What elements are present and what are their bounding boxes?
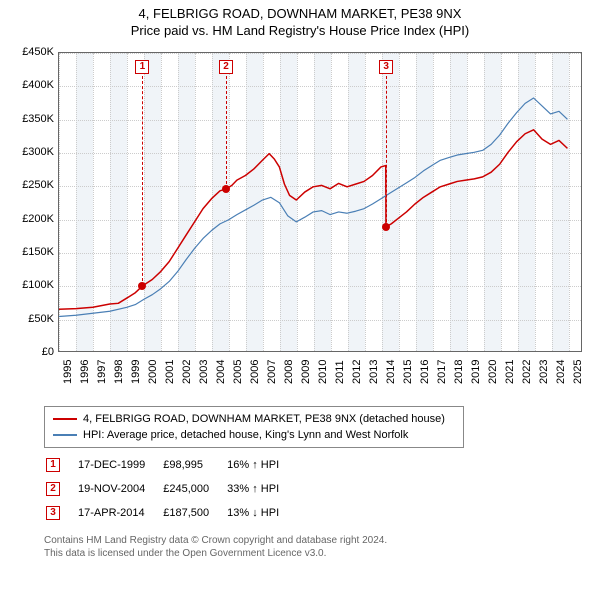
chart-svg [59,53,581,351]
xtick-label: 2009 [300,360,312,384]
ytick-label: £50K [4,313,54,325]
xtick-label: 1996 [79,360,91,384]
sales-row: 2 19-NOV-2004 £245,000 33% ↑ HPI [46,478,295,500]
legend-row-hpi: HPI: Average price, detached house, King… [53,427,455,443]
xtick-label: 2007 [266,360,278,384]
xtick-label: 2003 [198,360,210,384]
sale-index-3: 3 [46,506,60,520]
sale-delta: 16% ↑ HPI [227,454,295,476]
legend-label-property: 4, FELBRIGG ROAD, DOWNHAM MARKET, PE38 9… [83,413,445,425]
sale-date: 17-DEC-1999 [78,454,161,476]
chart-container: £0£50K£100K£150K£200K£250K£300K£350K£400… [10,46,590,398]
xtick-label: 2021 [504,360,516,384]
ytick-label: £450K [4,46,54,58]
xtick-label: 2014 [385,360,397,384]
series-line-property [59,130,567,309]
ytick-label: £350K [4,113,54,125]
legend-label-hpi: HPI: Average price, detached house, King… [83,429,408,441]
ytick-label: £150K [4,246,54,258]
xtick-label: 1997 [96,360,108,384]
xtick-label: 2015 [402,360,414,384]
xtick-label: 2004 [215,360,227,384]
sale-date: 19-NOV-2004 [78,478,161,500]
xtick-label: 2002 [181,360,193,384]
sales-table: 1 17-DEC-1999 £98,995 16% ↑ HPI 2 19-NOV… [44,452,297,526]
xtick-label: 2017 [436,360,448,384]
sale-index-2: 2 [46,482,60,496]
legend-row-property: 4, FELBRIGG ROAD, DOWNHAM MARKET, PE38 9… [53,411,455,427]
series-line-hpi [59,98,567,317]
sale-marker-box-3: 3 [379,60,393,74]
sale-index-1: 1 [46,458,60,472]
xtick-label: 2018 [453,360,465,384]
ytick-label: £100K [4,279,54,291]
sale-marker-dot-3 [382,223,390,231]
xtick-label: 2023 [538,360,550,384]
xtick-label: 2000 [147,360,159,384]
xtick-label: 2008 [283,360,295,384]
xtick-label: 2022 [521,360,533,384]
footer-attribution: Contains HM Land Registry data © Crown c… [44,534,387,560]
xtick-label: 2013 [368,360,380,384]
sale-delta: 13% ↓ HPI [227,502,295,524]
footer-line1: Contains HM Land Registry data © Crown c… [44,534,387,547]
legend-swatch-property [53,418,77,420]
xtick-label: 2010 [317,360,329,384]
chart-title-line2: Price paid vs. HM Land Registry's House … [0,23,600,38]
sale-price: £98,995 [163,454,225,476]
xtick-label: 2016 [419,360,431,384]
plot-area [58,52,582,352]
xtick-label: 2012 [351,360,363,384]
sale-date: 17-APR-2014 [78,502,161,524]
ytick-label: £300K [4,146,54,158]
sale-marker-line-1 [142,76,143,286]
sale-marker-box-1: 1 [135,60,149,74]
xtick-label: 1998 [113,360,125,384]
ytick-label: £400K [4,79,54,91]
ytick-label: £250K [4,179,54,191]
xtick-label: 1999 [130,360,142,384]
chart-title-line1: 4, FELBRIGG ROAD, DOWNHAM MARKET, PE38 9… [0,6,600,21]
sale-marker-line-2 [226,76,227,189]
xtick-label: 2025 [572,360,584,384]
footer-line2: This data is licensed under the Open Gov… [44,547,387,560]
sale-marker-dot-1 [138,282,146,290]
xtick-label: 2019 [470,360,482,384]
xtick-label: 2011 [334,360,346,384]
xtick-label: 1995 [62,360,74,384]
sale-price: £187,500 [163,502,225,524]
sale-delta: 33% ↑ HPI [227,478,295,500]
sale-marker-dot-2 [222,185,230,193]
xtick-label: 2006 [249,360,261,384]
xtick-label: 2024 [555,360,567,384]
ytick-label: £200K [4,213,54,225]
legend-swatch-hpi [53,434,77,436]
sales-row: 3 17-APR-2014 £187,500 13% ↓ HPI [46,502,295,524]
xtick-label: 2001 [164,360,176,384]
sales-row: 1 17-DEC-1999 £98,995 16% ↑ HPI [46,454,295,476]
xtick-label: 2005 [232,360,244,384]
xtick-label: 2020 [487,360,499,384]
sale-marker-box-2: 2 [219,60,233,74]
sale-price: £245,000 [163,478,225,500]
ytick-label: £0 [4,346,54,358]
chart-title-block: 4, FELBRIGG ROAD, DOWNHAM MARKET, PE38 9… [0,0,600,38]
legend: 4, FELBRIGG ROAD, DOWNHAM MARKET, PE38 9… [44,406,464,448]
sale-marker-line-3 [386,76,387,227]
